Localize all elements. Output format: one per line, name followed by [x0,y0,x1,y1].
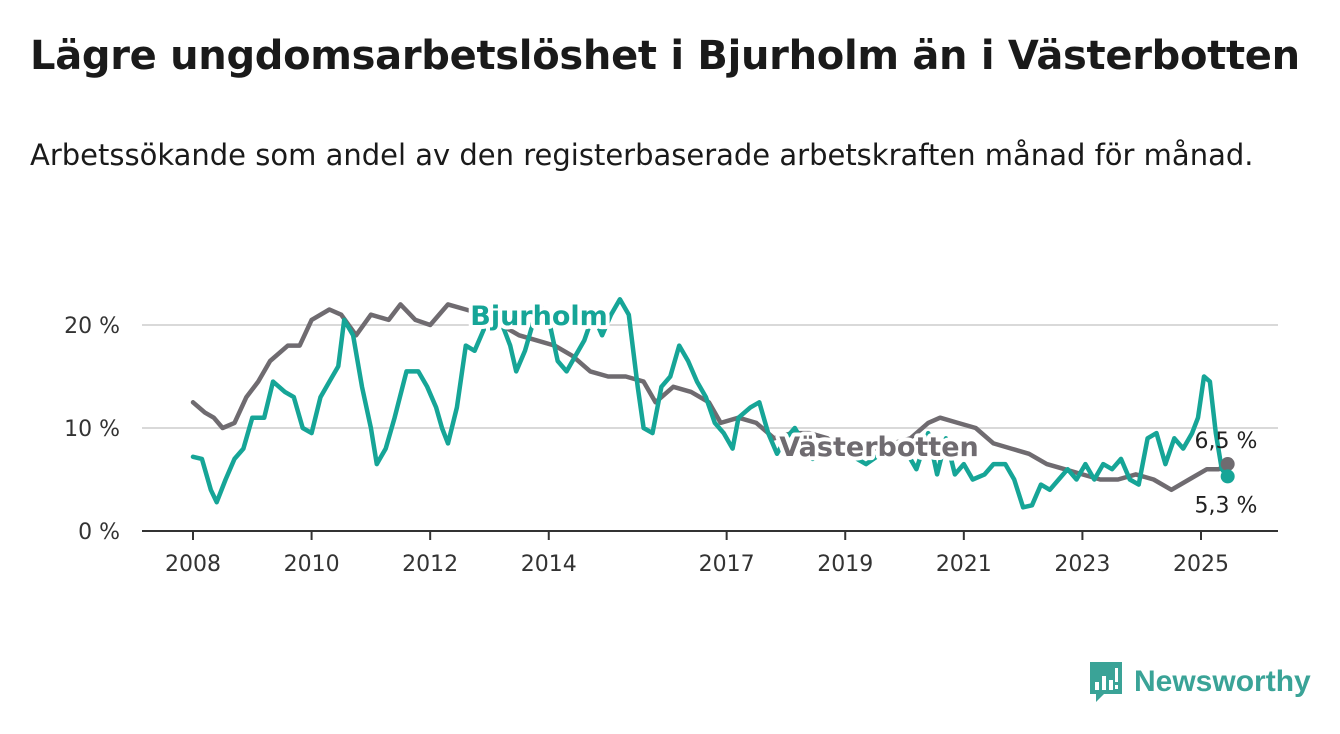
x-tick-label: 2014 [521,552,577,577]
series-lines [190,297,1235,510]
series-label-vasterbotten: Västerbotten [779,432,978,463]
end-value-label-vasterbotten: 6,5 % [1195,429,1258,454]
endpoint-marker-bjurholm [1220,469,1235,484]
x-tick-label: 2021 [936,552,992,577]
series-labels: BjurholmBjurholmVästerbottenVästerbotten… [466,297,1258,518]
end-value-label-bjurholm: 5,3 % [1195,493,1258,518]
x-tick-label: 2019 [817,552,873,577]
newsworthy-brand: Newsworthy [1088,660,1311,704]
series-label-bjurholm-halo: Bjurholm [470,301,608,332]
brand-name: Newsworthy [1134,665,1311,698]
y-axis-ticks: 0 % 10 % 20 % [64,314,120,545]
x-axis-ticks: 2008 2010 2012 2014 2017 2019 2021 2023 2025 [142,530,1278,577]
series-label-bjurholm: Bjurholm [470,301,608,332]
endpoint-marker-vasterbotten [1220,457,1235,472]
x-tick-label: 2012 [402,552,458,577]
series-line-bjurholm [190,297,1230,510]
x-tick-label: 2010 [284,552,340,577]
gridlines [142,324,1278,429]
series-line-västerbotten [190,302,1230,493]
newsworthy-logo-icon [1090,662,1122,702]
x-tick-label: 2023 [1054,552,1110,577]
series-label-vasterbotten-halo: Västerbotten [779,432,978,463]
y-tick-label: 10 % [64,417,120,442]
x-tick-label: 2025 [1173,552,1229,577]
y-tick-label: 20 % [64,314,120,339]
chart-subtitle: Arbetssökande som andel av den registerb… [30,138,1254,172]
x-tick-label: 2017 [699,552,755,577]
y-tick-label: 0 % [78,520,120,545]
chart-title: Lägre ungdomsarbetslöshet i Bjurholm än … [30,33,1300,79]
x-tick-label: 2008 [165,552,221,577]
